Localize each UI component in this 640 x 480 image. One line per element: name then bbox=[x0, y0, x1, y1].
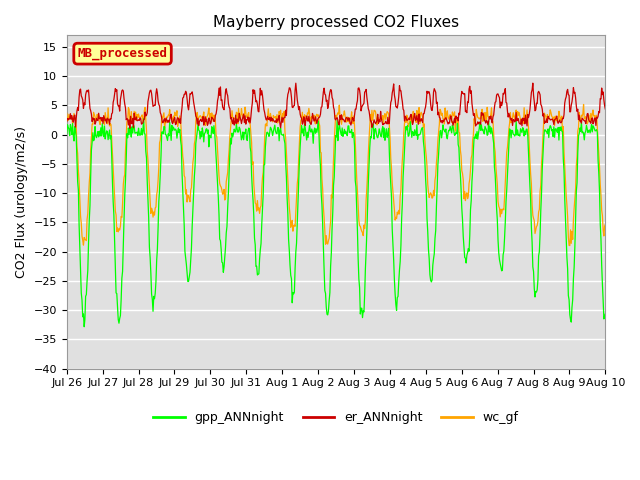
Text: MB_processed: MB_processed bbox=[77, 47, 168, 60]
Title: Mayberry processed CO2 Fluxes: Mayberry processed CO2 Fluxes bbox=[213, 15, 459, 30]
Y-axis label: CO2 Flux (urology/m2/s): CO2 Flux (urology/m2/s) bbox=[15, 126, 28, 278]
Legend: gpp_ANNnight, er_ANNnight, wc_gf: gpp_ANNnight, er_ANNnight, wc_gf bbox=[148, 406, 524, 429]
